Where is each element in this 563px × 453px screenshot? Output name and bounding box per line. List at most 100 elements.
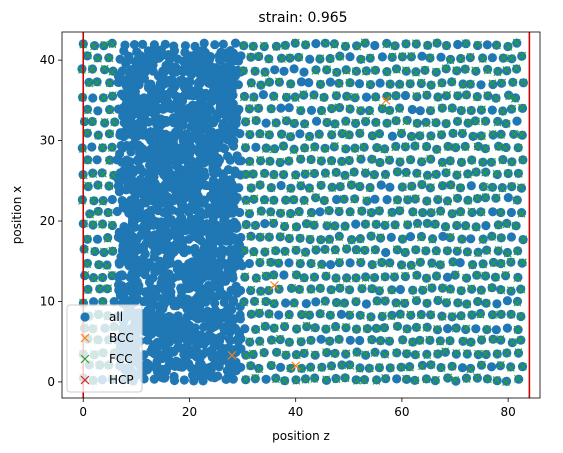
- fcc-point: [108, 246, 117, 255]
- fcc-point: [370, 349, 379, 357]
- fcc-point: [292, 94, 300, 103]
- all-point: [204, 320, 214, 330]
- fcc-point: [108, 144, 116, 152]
- fcc-point: [325, 337, 334, 345]
- fcc-point: [271, 119, 280, 127]
- fcc-point: [292, 270, 300, 279]
- fcc-point: [255, 365, 264, 374]
- fcc-point: [462, 324, 471, 333]
- all-point: [129, 139, 139, 149]
- fcc-point: [285, 338, 294, 347]
- fcc-point: [84, 51, 92, 60]
- all-point: [140, 94, 150, 104]
- fcc-point: [108, 40, 117, 49]
- all-point: [440, 347, 450, 357]
- fcc-point: [346, 362, 355, 370]
- fcc-point: [98, 220, 106, 229]
- fcc-point: [451, 376, 460, 384]
- all-point: [250, 374, 260, 384]
- all-point: [387, 131, 397, 141]
- fcc-point: [339, 299, 348, 308]
- fcc-point: [385, 155, 393, 164]
- all-point: [123, 56, 133, 66]
- fcc-point: [514, 143, 523, 152]
- all-point: [153, 311, 163, 321]
- fcc-point: [434, 195, 443, 203]
- fcc-point: [335, 335, 343, 344]
- all-point: [123, 297, 133, 307]
- all-point: [281, 298, 291, 308]
- fcc-point: [249, 93, 258, 102]
- all-point: [382, 38, 392, 49]
- all-point: [289, 298, 299, 308]
- fcc-point: [288, 284, 297, 292]
- fcc-point: [433, 349, 442, 358]
- all-point: [204, 66, 214, 76]
- all-point: [341, 116, 351, 126]
- fcc-point: [321, 246, 330, 254]
- all-point: [428, 234, 438, 244]
- bcc-point: [381, 95, 391, 105]
- fcc-point: [478, 236, 487, 245]
- fcc-point: [246, 232, 255, 241]
- fcc-point: [487, 283, 496, 292]
- all-point: [196, 57, 206, 67]
- all-point: [391, 64, 402, 74]
- fcc-point: [473, 142, 482, 151]
- fcc-point: [451, 324, 460, 333]
- fcc-point: [467, 80, 475, 88]
- fcc-point: [361, 274, 370, 282]
- fcc-point: [286, 80, 295, 88]
- all-point: [475, 308, 486, 319]
- fcc-point: [406, 310, 415, 319]
- fcc-point: [317, 309, 325, 318]
- all-point: [312, 116, 322, 126]
- all-point: [487, 105, 497, 115]
- fcc-point: [468, 261, 477, 270]
- fcc-point: [327, 362, 336, 371]
- all-point: [259, 195, 270, 205]
- all-point: [171, 161, 181, 171]
- fcc-point: [477, 287, 485, 295]
- fcc-point: [100, 118, 109, 126]
- all-point: [305, 54, 315, 64]
- all-point: [162, 148, 173, 158]
- legend-box: [66, 304, 143, 393]
- x-tick-label: 20: [182, 405, 197, 419]
- fcc-point: [390, 272, 399, 280]
- all-point: [227, 270, 238, 280]
- all-point: [492, 299, 502, 309]
- fcc-point: [464, 196, 473, 205]
- fcc-point: [413, 169, 422, 178]
- fcc-point: [376, 158, 384, 167]
- all-point: [77, 195, 87, 205]
- fcc-point: [427, 183, 435, 191]
- all-point: [166, 86, 176, 96]
- fcc-point: [254, 104, 263, 112]
- all-point: [442, 272, 453, 282]
- fcc-point: [371, 93, 380, 102]
- fcc-point: [310, 273, 318, 282]
- all-point: [208, 183, 219, 193]
- fcc-point: [385, 106, 394, 115]
- all-point: [140, 364, 150, 374]
- all-point: [114, 259, 125, 269]
- all-point: [245, 337, 255, 347]
- all-point: [185, 167, 196, 177]
- fcc-point: [457, 54, 465, 63]
- fcc-point: [390, 42, 399, 50]
- fcc-point: [432, 375, 440, 384]
- fcc-point: [343, 275, 351, 283]
- fcc-point: [324, 206, 333, 215]
- fcc-point: [488, 158, 496, 166]
- fcc-point: [309, 92, 318, 100]
- fcc-point: [447, 181, 455, 190]
- all-point: [175, 115, 186, 125]
- fcc-point: [376, 233, 385, 242]
- fcc-point: [332, 274, 341, 283]
- all-point: [148, 194, 158, 204]
- all-point: [98, 196, 108, 206]
- fcc-point: [350, 92, 359, 101]
- fcc-point: [305, 133, 313, 142]
- fcc-point: [478, 158, 487, 167]
